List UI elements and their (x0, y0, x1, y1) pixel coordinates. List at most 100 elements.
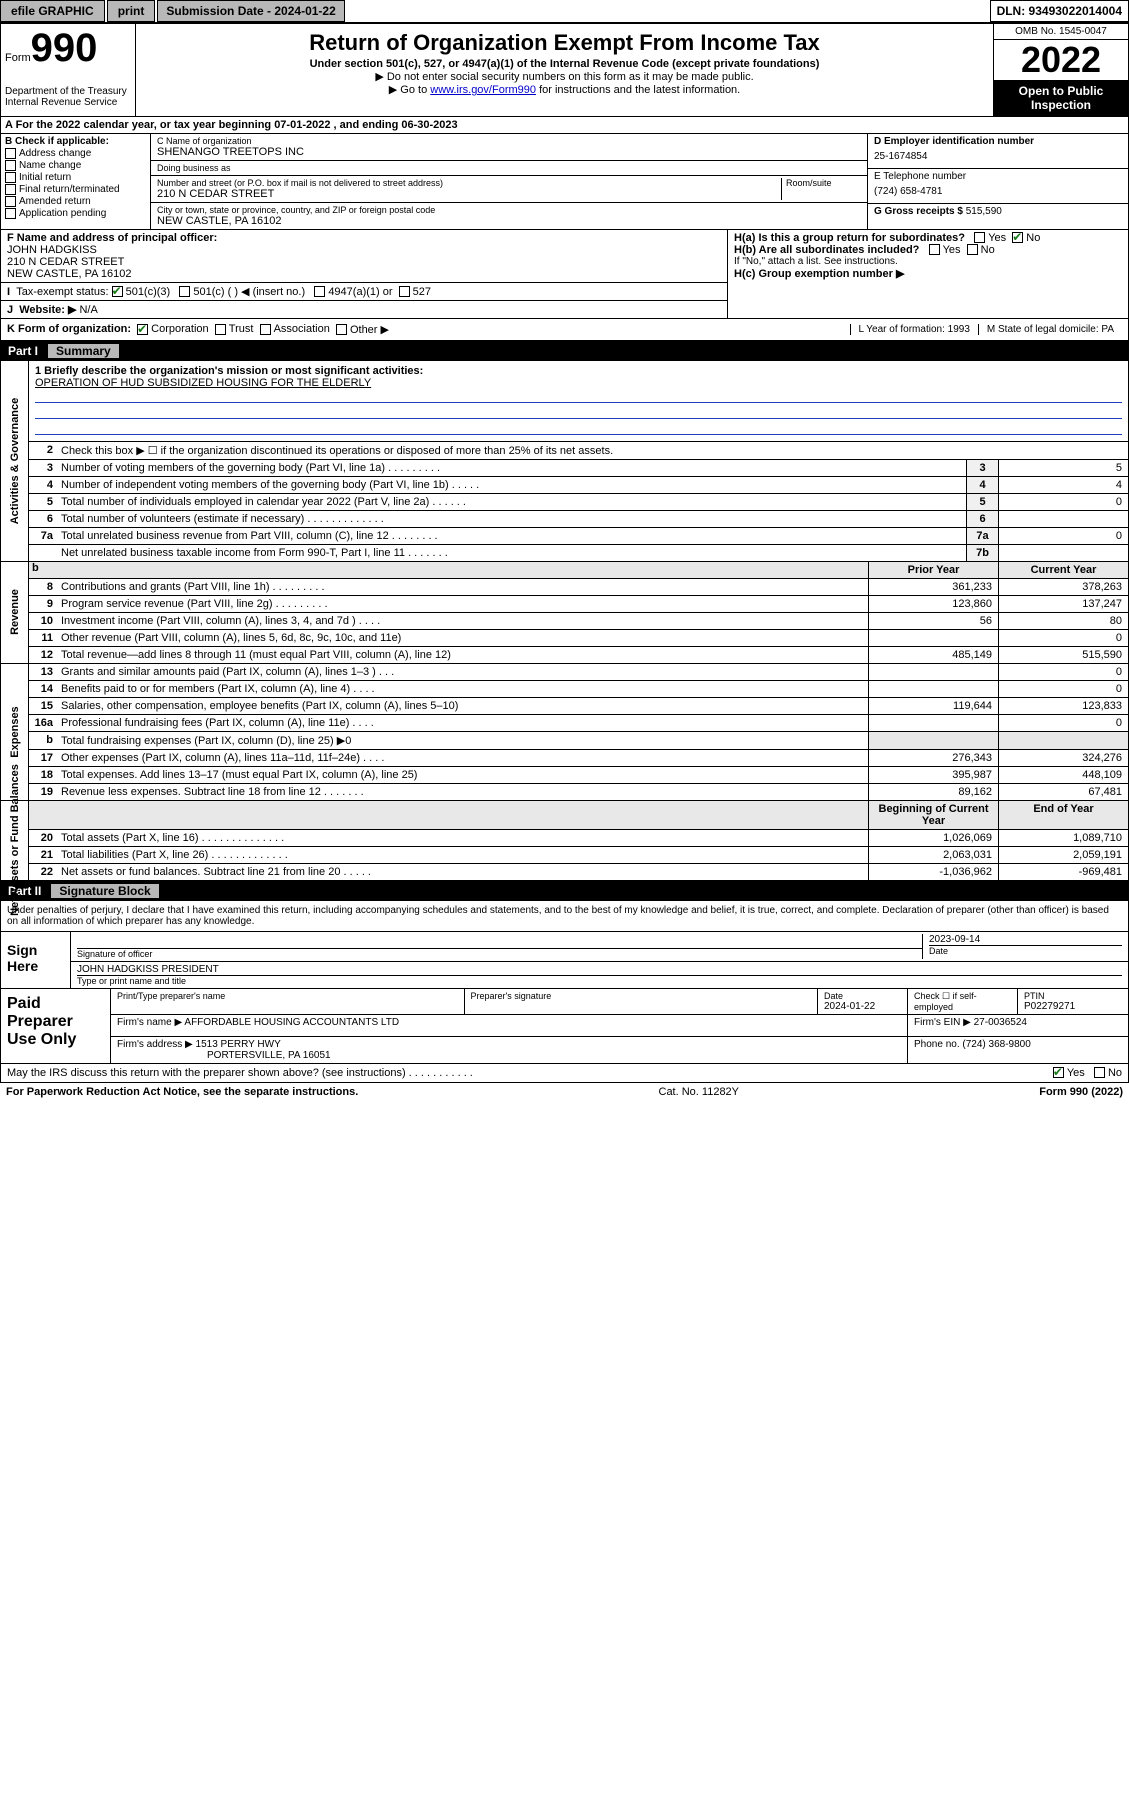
addr-label: Number and street (or P.O. box if mail i… (157, 178, 781, 188)
sig-date: 2023-09-14 (929, 934, 1122, 945)
line-3: 3Number of voting members of the governi… (29, 460, 1128, 477)
check-4947[interactable] (314, 286, 325, 297)
org-name: SHENANGO TREETOPS INC (157, 146, 861, 158)
check-initial-return[interactable]: Initial return (5, 172, 146, 183)
prep-check-self-employed[interactable]: Check ☐ if self-employed (908, 989, 1018, 1014)
tax-year: 2022 (994, 40, 1128, 80)
sig-date-label: Date (929, 945, 1122, 956)
irs-link[interactable]: www.irs.gov/Form990 (430, 84, 536, 96)
footer: For Paperwork Reduction Act Notice, see … (0, 1083, 1129, 1101)
mission-text: OPERATION OF HUD SUBSIDIZED HOUSING FOR … (35, 377, 371, 389)
print-button[interactable]: print (107, 0, 156, 22)
officer-addr2: NEW CASTLE, PA 16102 (7, 268, 132, 280)
officer-addr1: 210 N CEDAR STREET (7, 256, 124, 268)
phone-value: (724) 658-4781 (874, 182, 1122, 201)
sub3-post: for instructions and the latest informat… (536, 84, 740, 96)
part2-title: Signature Block (51, 884, 158, 898)
hb-no[interactable] (967, 244, 978, 255)
submission-date: Submission Date - 2024-01-22 (157, 0, 344, 22)
hb-yes[interactable] (929, 244, 940, 255)
section-net-assets: Net Assets or Fund Balances Beginning of… (0, 801, 1129, 881)
website-row: J Website: ▶ N/A (1, 301, 727, 318)
line-b: bTotal fundraising expenses (Part IX, co… (29, 732, 1128, 750)
part1-header: Part I Summary (0, 341, 1129, 361)
line-18: 18Total expenses. Add lines 13–17 (must … (29, 767, 1128, 784)
firm-phone-label: Phone no. (914, 1039, 960, 1050)
year-formation: L Year of formation: 1993 (850, 324, 978, 335)
line-7b: Net unrelated business taxable income fr… (29, 545, 1128, 561)
sig-name: JOHN HADGKISS PRESIDENT (77, 964, 1122, 975)
prep-date: 2024-01-22 (824, 1001, 901, 1012)
ptin-label: PTIN (1024, 991, 1122, 1001)
prep-sig-label: Preparer's signature (471, 991, 812, 1001)
part1-title: Summary (48, 344, 119, 358)
prep-date-label: Date (824, 991, 901, 1001)
check-527[interactable] (399, 286, 410, 297)
line-16a: 16aProfessional fundraising fees (Part I… (29, 715, 1128, 732)
section-expenses: Expenses 13Grants and similar amounts pa… (0, 664, 1129, 801)
line-21: 21Total liabilities (Part X, line 26) . … (29, 847, 1128, 864)
check-amended-return[interactable]: Amended return (5, 196, 146, 207)
header-right: OMB No. 1545-0047 2022 Open to Public In… (993, 24, 1128, 116)
efile-label: efile GRAPHIC (0, 0, 105, 22)
top-bar: efile GRAPHIC print Submission Date - 20… (0, 0, 1129, 23)
dept-label: Department of the Treasury Internal Reve… (5, 86, 131, 108)
addr-value: 210 N CEDAR STREET (157, 188, 781, 200)
firm-addr1: 1513 PERRY HWY (196, 1039, 281, 1050)
principal-officer: F Name and address of principal officer:… (1, 230, 727, 283)
check-other[interactable] (336, 324, 347, 335)
sidetab-net-assets: Net Assets or Fund Balances (9, 764, 21, 916)
line-9: 9Program service revenue (Part VIII, lin… (29, 596, 1128, 613)
open-to-public: Open to Public Inspection (994, 80, 1128, 116)
ha-yes[interactable] (974, 232, 985, 243)
net-col-headers: Beginning of Current Year End of Year (29, 801, 1128, 830)
header-prior-year: Prior Year (868, 562, 998, 578)
tax-exempt-status: I Tax-exempt status: 501(c)(3) 501(c) ( … (1, 283, 727, 301)
col-b-checkboxes: B Check if applicable: Address change Na… (1, 134, 151, 229)
line-17: 17Other expenses (Part IX, column (A), l… (29, 750, 1128, 767)
row-a-text: A For the 2022 calendar year, or tax yea… (5, 119, 458, 131)
check-application-pending[interactable]: Application pending (5, 208, 146, 219)
discuss-yes[interactable] (1053, 1067, 1064, 1078)
hc-label: H(c) Group exemption number ▶ (734, 268, 904, 280)
footer-right: Form 990 (2022) (1039, 1086, 1123, 1098)
check-501c3[interactable] (112, 286, 123, 297)
block-fhi: F Name and address of principal officer:… (0, 230, 1129, 319)
subtitle-3: ▶ Go to www.irs.gov/Form990 for instruct… (144, 83, 985, 96)
check-association[interactable] (260, 324, 271, 335)
discuss-no[interactable] (1094, 1067, 1105, 1078)
website-value: N/A (79, 304, 97, 316)
check-501c[interactable] (179, 286, 190, 297)
sign-here-label: Sign Here (1, 932, 71, 988)
header-end-year: End of Year (998, 801, 1128, 829)
gross-value: 515,590 (966, 206, 1002, 217)
line-6: 6Total number of volunteers (estimate if… (29, 511, 1128, 528)
footer-mid: Cat. No. 11282Y (659, 1086, 740, 1098)
officer-name: JOHN HADGKISS (7, 244, 97, 256)
line-12: 12Total revenue—add lines 8 through 11 (… (29, 647, 1128, 663)
firm-addr-label: Firm's address ▶ (117, 1039, 193, 1050)
check-trust[interactable] (215, 324, 226, 335)
line-4: 4Number of independent voting members of… (29, 477, 1128, 494)
sig-name-label: Type or print name and title (77, 975, 1122, 986)
subtitle-1: Under section 501(c), 527, or 4947(a)(1)… (144, 58, 985, 70)
check-address-change[interactable]: Address change (5, 148, 146, 159)
check-name-change[interactable]: Name change (5, 160, 146, 171)
line-22: 22Net assets or fund balances. Subtract … (29, 864, 1128, 880)
ein-value: 25-1674854 (874, 147, 1122, 166)
ha-no[interactable] (1012, 232, 1023, 243)
discuss-text: May the IRS discuss this return with the… (7, 1067, 473, 1079)
form-number: 990 (31, 26, 98, 70)
part1-label: Part I (8, 344, 48, 358)
org-name-label: C Name of organization (157, 136, 861, 146)
hb-note: If "No," attach a list. See instructions… (734, 256, 1122, 267)
check-corporation[interactable] (137, 324, 148, 335)
form-title: Return of Organization Exempt From Incom… (144, 30, 985, 56)
firm-phone: (724) 368-9800 (962, 1039, 1030, 1050)
city-label: City or town, state or province, country… (157, 205, 861, 215)
phone-label: E Telephone number (874, 171, 1122, 182)
subtitle-2: ▶ Do not enter social security numbers o… (144, 70, 985, 83)
check-final-return[interactable]: Final return/terminated (5, 184, 146, 195)
row-k: K Form of organization: Corporation Trus… (0, 319, 1129, 341)
col-d-ein-phone: D Employer identification number 25-1674… (868, 134, 1128, 229)
